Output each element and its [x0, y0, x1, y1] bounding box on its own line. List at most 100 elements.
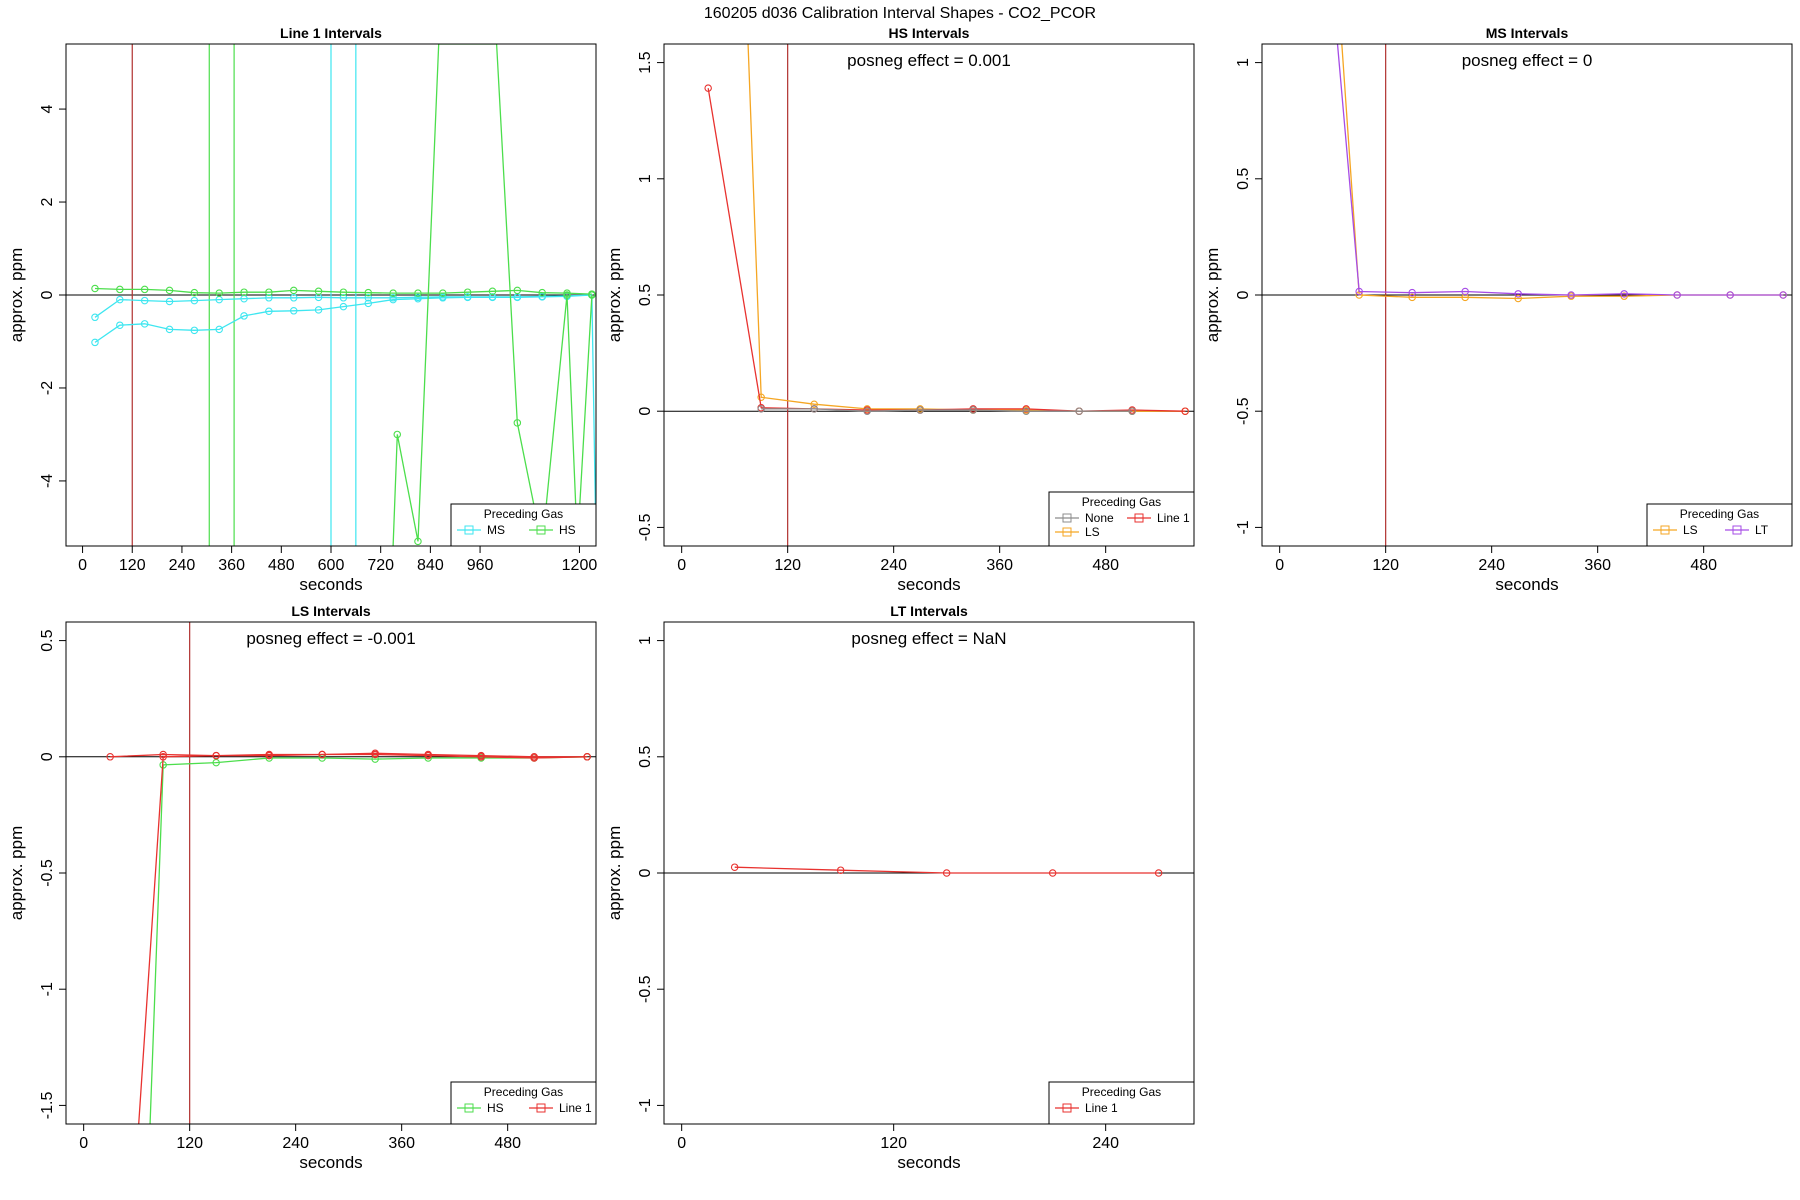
x-axis-label: seconds	[1495, 575, 1558, 594]
x-axis-label: seconds	[299, 575, 362, 594]
data-point	[414, 293, 422, 302]
x-tick-label: 360	[388, 1135, 415, 1152]
data-point	[265, 288, 273, 296]
y-tick-label: 4	[39, 105, 56, 114]
data-point	[389, 294, 397, 302]
legend-title: Preceding Gas	[484, 507, 563, 521]
data-point	[439, 289, 447, 297]
data-point	[704, 84, 712, 92]
y-tick-label: -0.5	[1235, 397, 1252, 425]
x-axis-label: seconds	[299, 1153, 362, 1172]
data-point	[190, 288, 199, 297]
legend-label: None	[1085, 511, 1114, 525]
y-tick-label: -0.5	[637, 514, 654, 542]
legend-box	[450, 1081, 597, 1125]
data-point	[116, 285, 124, 294]
legend-label: Line 1	[559, 1101, 592, 1115]
posneg-annotation: posneg effect = -0.001	[246, 629, 415, 648]
x-tick-label: 240	[169, 557, 196, 574]
x-tick-label: 1200	[562, 557, 598, 574]
y-axis-label: approx. ppm	[605, 248, 624, 343]
data-point	[942, 869, 951, 877]
x-tick-label: 0	[677, 1135, 686, 1152]
x-tick-label: 0	[677, 557, 686, 574]
data-point	[289, 294, 298, 302]
data-point	[91, 313, 99, 322]
posneg-annotation: posneg effect = 0.001	[847, 51, 1011, 70]
data-point	[757, 405, 765, 413]
data-point	[116, 321, 124, 329]
data-point	[530, 753, 538, 761]
data-point	[463, 293, 472, 301]
data-point	[215, 325, 223, 334]
series-line	[734, 866, 1159, 874]
x-axis-label: seconds	[897, 1153, 960, 1172]
posneg-annotation: posneg effect = 0	[1462, 51, 1593, 70]
data-point	[488, 287, 497, 296]
data-point	[916, 406, 924, 414]
legend-label: MS	[487, 523, 505, 537]
legend-item: HS	[529, 523, 576, 537]
data-point	[513, 286, 522, 295]
data-point	[1726, 291, 1734, 299]
data-point	[371, 749, 379, 758]
data-point	[265, 750, 273, 759]
data-point	[364, 299, 373, 308]
data-point	[414, 289, 422, 297]
series-group	[730, 863, 1163, 877]
legend-item: LS	[1055, 525, 1100, 539]
x-tick-label: 960	[467, 557, 494, 574]
legend-item: None	[1055, 511, 1114, 525]
series-line	[707, 88, 1186, 412]
data-point	[810, 405, 818, 413]
series-line	[149, 756, 588, 1124]
data-point	[159, 750, 167, 759]
legend-box	[450, 503, 597, 547]
legend-swatch-square	[464, 1103, 474, 1113]
legend-label: Line 1	[1157, 511, 1190, 525]
legend: Preceding Gas LS LT	[1646, 503, 1793, 547]
legend-swatch-square	[1062, 527, 1072, 537]
legend: Preceding Gas Line 1	[1048, 1081, 1195, 1125]
legend: Preceding Gas MS HS	[450, 503, 597, 547]
y-tick-label: -4	[39, 474, 56, 488]
chart-title: LT Intervals	[890, 603, 968, 619]
data-point	[1022, 405, 1030, 413]
data-point	[140, 285, 149, 294]
data-point	[414, 537, 422, 546]
x-tick-label: 120	[880, 1135, 907, 1152]
data-point	[477, 751, 485, 760]
data-point	[1128, 407, 1136, 415]
data-point	[1075, 407, 1083, 415]
chart-panel-3: MS Intervals 0 120 240 360 480 seconds -1 -0.5 0 0…	[1203, 25, 1793, 594]
data-point	[159, 753, 167, 761]
legend-swatch-square	[1660, 525, 1670, 535]
data-point	[488, 293, 497, 301]
legend-label: HS	[559, 523, 576, 537]
data-point	[1620, 290, 1628, 298]
chart-title: HS Intervals	[889, 25, 970, 41]
data-point	[1514, 294, 1522, 303]
y-tick-label: 1.5	[637, 51, 654, 73]
legend-swatch-square	[536, 525, 546, 535]
data-point	[314, 306, 323, 314]
chart-title: MS Intervals	[1486, 25, 1569, 41]
data-point	[371, 755, 379, 763]
series-line	[110, 752, 588, 758]
legend-label: LS	[1683, 523, 1698, 537]
y-axis-label: approx. ppm	[7, 248, 26, 343]
data-point	[393, 430, 401, 439]
legend-box	[1048, 491, 1195, 547]
data-point	[1048, 869, 1057, 877]
data-point	[106, 753, 114, 761]
chart-panel-5: LT Intervals 0 120 240 seconds -1 -0.5 0 0.5 1 app…	[605, 603, 1195, 1172]
series-line	[761, 408, 1133, 412]
x-tick-label: 480	[1690, 557, 1717, 574]
legend-item: Line 1	[1127, 511, 1190, 525]
data-point	[91, 338, 99, 347]
legend-label: Line 1	[1085, 1101, 1118, 1115]
y-tick-label: 2	[39, 197, 56, 206]
data-point	[424, 750, 432, 759]
data-point	[836, 866, 845, 874]
data-point	[240, 288, 248, 296]
